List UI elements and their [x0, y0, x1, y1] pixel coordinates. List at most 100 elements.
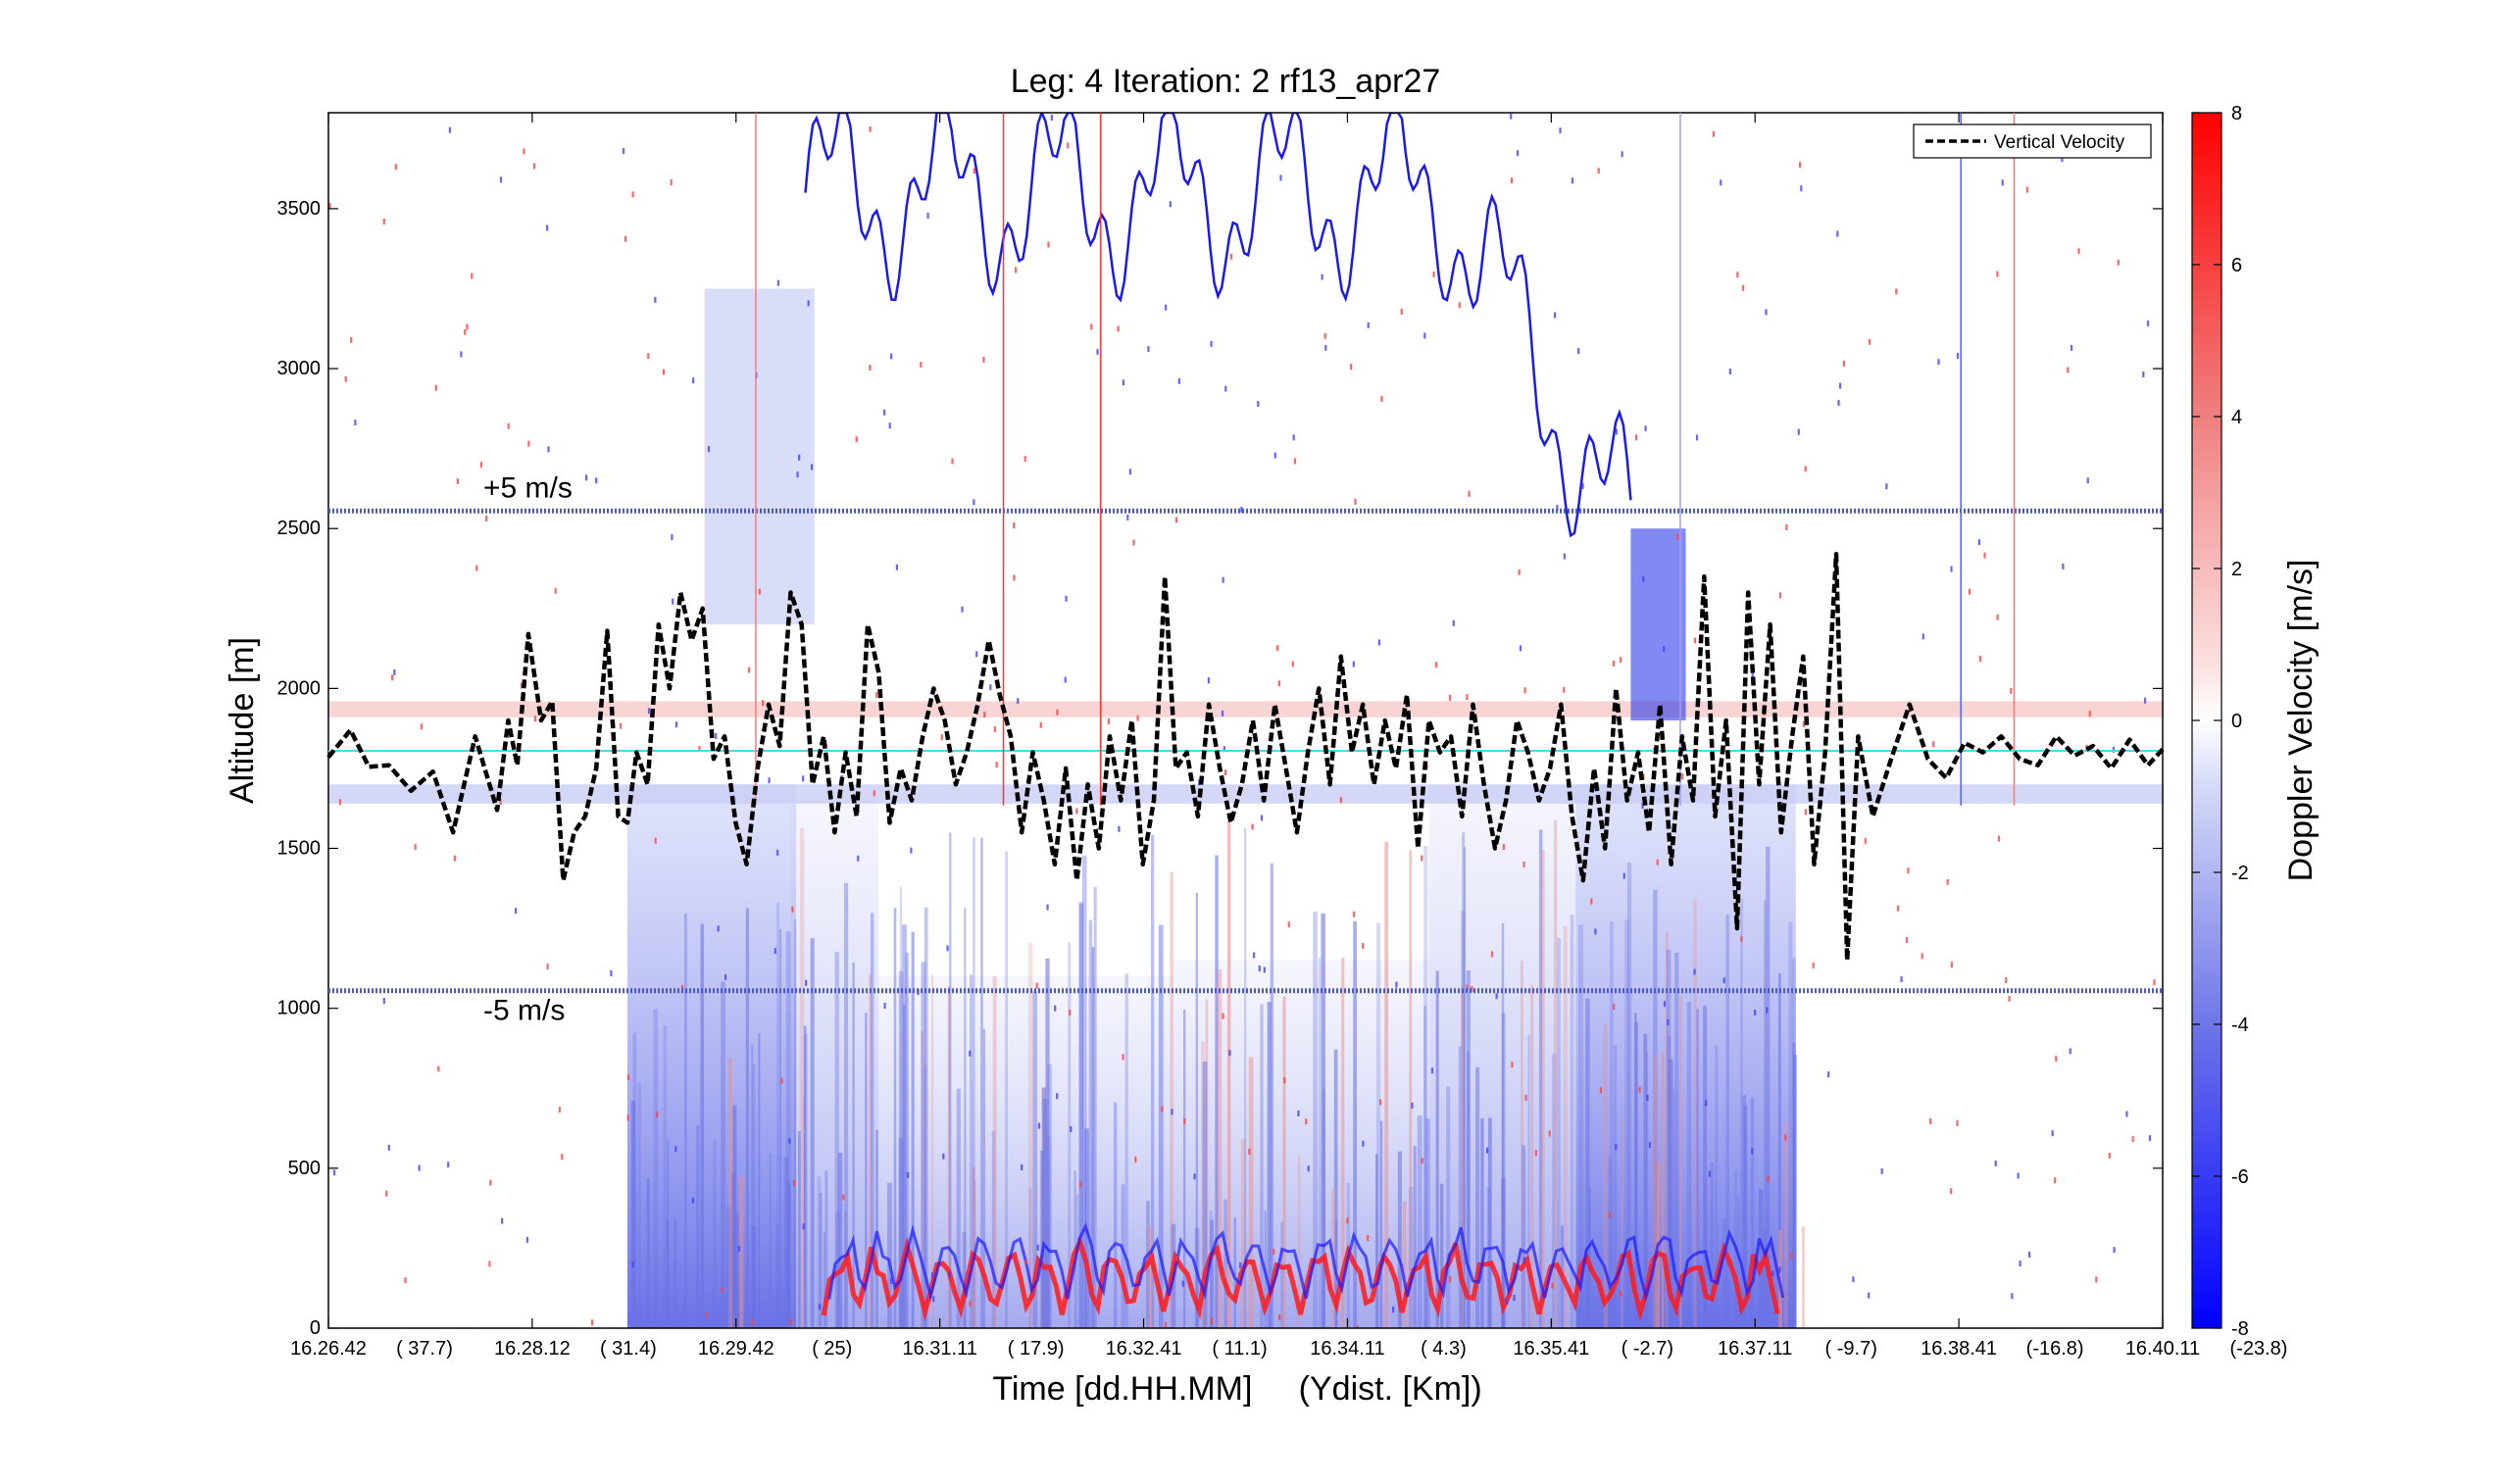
- speckle: [802, 1223, 805, 1230]
- speckle: [975, 651, 978, 658]
- speckle: [969, 1050, 972, 1057]
- speckle: [488, 1261, 491, 1267]
- y-tick-label: 500: [288, 1158, 321, 1179]
- speckle: [1997, 835, 2001, 842]
- speckle: [1929, 1117, 1932, 1124]
- speckle: [791, 906, 794, 913]
- x-axis-label: Time [dd.HH.MM] (Ydist. [Km]): [992, 1370, 1481, 1408]
- speckle: [1581, 482, 1584, 489]
- speckle: [1905, 937, 1909, 944]
- speckle: [1641, 802, 1644, 809]
- speckle: [1210, 1317, 1213, 1324]
- speckle: [1466, 984, 1469, 991]
- speckle: [500, 1217, 504, 1224]
- vertical-velocity-line: [326, 552, 2165, 963]
- speckle: [626, 1114, 629, 1121]
- speckle: [479, 462, 482, 469]
- speckle: [1183, 1117, 1186, 1124]
- speckle: [1771, 1270, 1774, 1277]
- colorbar-tick-label: -2: [2231, 863, 2249, 884]
- speckle: [1621, 151, 1623, 158]
- speckle: [780, 1077, 783, 1084]
- speckle: [2011, 1293, 2014, 1300]
- speckle: [1400, 308, 1403, 315]
- speckle: [1260, 815, 1264, 821]
- speckle: [1277, 1313, 1281, 1320]
- speckle: [1736, 272, 1739, 278]
- speckle: [1511, 1062, 1514, 1068]
- colorbar-tick-label: -6: [2231, 1166, 2249, 1188]
- heatmap-region-6: [704, 288, 815, 625]
- x-tick-label-time: 16.34.11: [1310, 1338, 1384, 1360]
- speckle: [547, 446, 550, 453]
- speckle: [1907, 867, 1910, 874]
- speckle: [333, 1169, 336, 1176]
- speckle: [1117, 325, 1120, 332]
- speckle: [882, 409, 886, 416]
- speckle: [1075, 808, 1078, 815]
- speckle: [1164, 1321, 1168, 1328]
- x-tick-label-time: 16.31.11: [902, 1338, 976, 1360]
- speckle: [1705, 1100, 1708, 1107]
- speckle: [692, 377, 695, 384]
- speckle: [1169, 201, 1172, 208]
- speckle: [328, 203, 331, 210]
- speckle: [464, 328, 467, 335]
- y-tick-label: 2000: [277, 677, 322, 699]
- speckle: [1896, 905, 1900, 912]
- speckle: [1594, 928, 1597, 935]
- speckle: [404, 1277, 407, 1284]
- x-tick-label-time: 16.37.11: [1718, 1338, 1792, 1360]
- speckle: [1728, 369, 1731, 375]
- speckle: [773, 948, 776, 955]
- speckle: [1571, 177, 1574, 184]
- speckle: [391, 674, 394, 681]
- speckle: [610, 969, 613, 976]
- speckle: [2088, 711, 2091, 717]
- speckle: [1812, 962, 1815, 968]
- speckle: [1720, 179, 1722, 186]
- speckle: [1785, 523, 1788, 530]
- speckle: [989, 684, 992, 691]
- speckle: [1090, 323, 1093, 330]
- speckle: [1395, 981, 1398, 988]
- speckle: [1767, 1175, 1770, 1182]
- speckle: [1378, 1099, 1382, 1106]
- speckle: [707, 446, 711, 453]
- speckle: [1516, 150, 1520, 157]
- speckle: [1423, 332, 1426, 339]
- y-axis: 0 500 1000 1500 2000 2500 3000 3500: [277, 198, 2163, 1339]
- speckle: [1036, 1244, 1039, 1251]
- speckle: [1802, 720, 1805, 727]
- dense-echo-column: [1630, 528, 1686, 720]
- speckle: [2001, 179, 2004, 186]
- speckle: [1648, 1142, 1651, 1149]
- heatmap-region-2: [878, 976, 1173, 1328]
- speckle: [717, 925, 720, 932]
- speckle: [961, 606, 964, 613]
- speckle: [1885, 483, 1888, 490]
- speckle: [2143, 697, 2147, 704]
- speckle: [1471, 986, 1473, 993]
- speckle: [1510, 177, 1514, 184]
- speckle: [2142, 371, 2145, 377]
- speckle: [1950, 566, 1953, 572]
- speckle: [1223, 746, 1225, 753]
- speckle: [883, 1003, 886, 1010]
- speckle: [670, 178, 673, 185]
- speckle: [888, 422, 891, 429]
- speckle: [387, 1144, 390, 1151]
- speckle: [1644, 425, 1647, 432]
- speckle: [1778, 592, 1782, 599]
- speckle: [2077, 248, 2080, 255]
- speckle: [1223, 769, 1227, 776]
- speckle: [1615, 428, 1619, 435]
- speckle: [1524, 1094, 1527, 1101]
- speckle: [1222, 576, 1224, 583]
- speckle: [1210, 340, 1213, 347]
- speckle: [802, 775, 805, 782]
- speckle: [1681, 773, 1684, 780]
- speckle: [1804, 466, 1807, 472]
- speckle: [1118, 825, 1121, 832]
- speckle: [631, 191, 634, 198]
